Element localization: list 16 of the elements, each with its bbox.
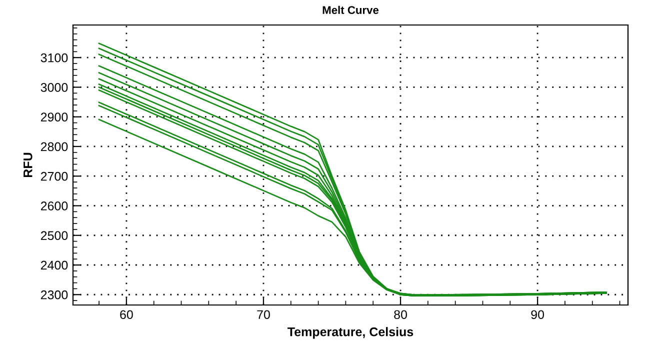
y-tick-label: 2300 bbox=[40, 290, 68, 300]
x-tick-label: 80 bbox=[394, 310, 407, 320]
y-tick-label: 3000 bbox=[40, 83, 68, 92]
y-tick-label: 3100 bbox=[40, 53, 68, 62]
y-tick-label: 2400 bbox=[40, 260, 68, 270]
y-axis-title: RFU bbox=[24, 152, 32, 178]
chart-title: Melt Curve bbox=[322, 6, 379, 14]
x-tick-label: 90 bbox=[531, 310, 544, 320]
x-axis-title: Temperature, Celsius bbox=[288, 327, 414, 339]
x-tick-label: 60 bbox=[120, 310, 133, 320]
y-tick-label: 2600 bbox=[40, 202, 68, 210]
x-tick-label: 70 bbox=[257, 310, 270, 320]
y-tick-label: 2900 bbox=[40, 112, 68, 122]
y-tick-label: 2800 bbox=[40, 142, 68, 152]
y-tick-label: 2500 bbox=[40, 231, 68, 240]
y-tick-label: 2700 bbox=[40, 172, 68, 181]
